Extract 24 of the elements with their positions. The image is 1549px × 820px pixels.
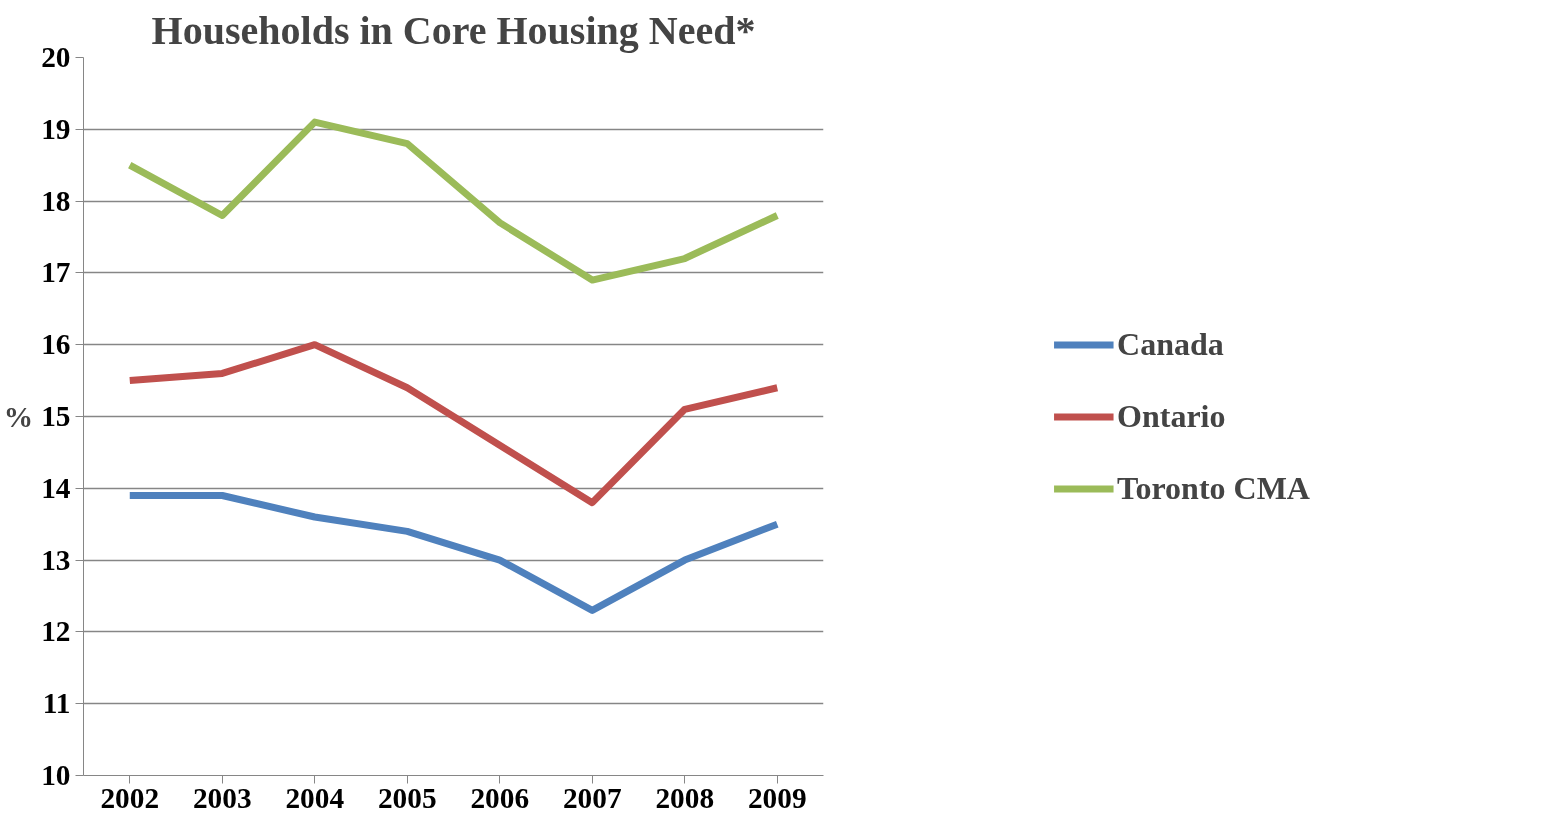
chart-title: Households in Core Housing Need* bbox=[151, 7, 756, 53]
y-tick-label: 11 bbox=[42, 687, 71, 720]
x-tick-label: 2007 bbox=[562, 781, 622, 814]
x-tick-label: 2009 bbox=[747, 781, 807, 814]
y-tick-label: 15 bbox=[41, 400, 71, 432]
y-tick-label: 13 bbox=[41, 543, 71, 576]
y-tick-label: 17 bbox=[41, 256, 71, 289]
y-tick-label: 14 bbox=[41, 471, 71, 504]
x-tick-label: 2005 bbox=[377, 781, 437, 814]
x-tick-label: 2004 bbox=[285, 781, 345, 814]
legend-label: Toronto CMA bbox=[1117, 469, 1310, 507]
y-tick-label: 18 bbox=[41, 184, 71, 217]
y-tick-label: 16 bbox=[41, 328, 71, 361]
y-tick-label: 10 bbox=[41, 759, 71, 791]
x-tick-label: 2006 bbox=[470, 781, 530, 814]
y-axis-title: % bbox=[3, 400, 34, 433]
x-tick-label: 2002 bbox=[100, 781, 160, 814]
legend-label: Canada bbox=[1117, 325, 1224, 363]
y-tick-label: 12 bbox=[41, 615, 71, 648]
x-tick-label: 2008 bbox=[655, 781, 715, 814]
x-tick-label: 2003 bbox=[192, 781, 252, 814]
y-tick-label: 20 bbox=[41, 41, 71, 73]
legend-label: Ontario bbox=[1117, 397, 1226, 435]
y-tick-label: 19 bbox=[41, 112, 71, 145]
